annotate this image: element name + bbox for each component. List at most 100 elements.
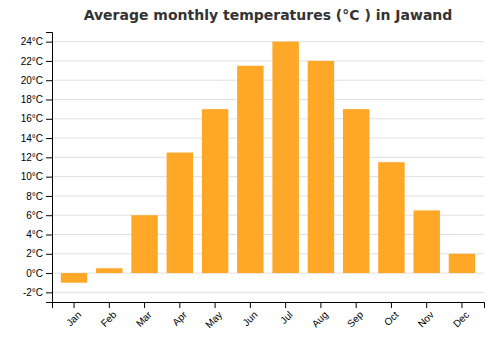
- y-tick-label: 24°C: [21, 36, 43, 47]
- bars: [61, 42, 475, 283]
- grid-line: [52, 99, 484, 100]
- y-tick: 24°C: [21, 36, 52, 47]
- x-axis: Jan Feb Mar Apr May Jun Jul Aug Sep Oct Nov Dec: [53, 302, 485, 330]
- y-tick-label: 2°C: [26, 248, 43, 259]
- x-tick-mark: [179, 302, 180, 308]
- x-tick-label: Apr: [170, 309, 189, 328]
- y-tick-label: 10°C: [21, 171, 43, 182]
- y-tick-mark: [46, 119, 52, 120]
- bar: [308, 61, 334, 273]
- y-tick: 20°C: [21, 75, 52, 86]
- y-tick: 0°C: [26, 268, 52, 279]
- y-tick-mark: [46, 80, 52, 81]
- y-tick-label: 22°C: [21, 56, 43, 67]
- x-tick-mark: [461, 302, 462, 308]
- y-tick: 16°C: [21, 113, 52, 124]
- y-tick-label: -2°C: [23, 287, 43, 298]
- x-tick-label: Jun: [240, 309, 259, 328]
- y-tick-mark: [46, 42, 52, 43]
- x-tick-label: Aug: [310, 309, 330, 329]
- x-tick: Aug: [310, 302, 330, 329]
- x-tick-label: May: [203, 309, 224, 330]
- grid-line: [52, 60, 484, 61]
- x-tick: Sep: [345, 302, 366, 329]
- y-tick-mark: [46, 235, 52, 236]
- x-tick-mark: [356, 302, 357, 308]
- x-tick-label: Feb: [99, 309, 119, 329]
- y-tick-label: 4°C: [26, 229, 43, 240]
- x-tick-mark: [320, 302, 321, 308]
- bar: [61, 273, 87, 283]
- y-tick: 4°C: [26, 229, 52, 240]
- y-tick-label: 16°C: [21, 113, 43, 124]
- x-tick-label: Jan: [64, 309, 83, 328]
- y-tick: 2°C: [26, 248, 52, 259]
- x-tick: May: [203, 302, 224, 330]
- grid-line: [52, 41, 484, 42]
- x-tick-mark: [74, 302, 75, 308]
- title: Average monthly temperatures (°C ) in Ja…: [84, 7, 453, 23]
- y-tick-mark: [46, 177, 52, 178]
- x-axis-line: [53, 303, 485, 309]
- x-tick-label: Nov: [416, 309, 436, 329]
- bar: [272, 42, 298, 273]
- grid-line: [52, 118, 484, 119]
- y-axis: -2°C 0°C 2°C 4°C 6°C 8°C 10°C 12°C 14°C 16°C 18°C 2…: [21, 33, 53, 303]
- x-tick-mark: [426, 302, 427, 308]
- x-tick: Apr: [170, 302, 189, 328]
- x-tick: Jun: [240, 302, 259, 328]
- y-tick-mark: [46, 61, 52, 62]
- y-tick-mark: [46, 138, 52, 139]
- y-tick: 12°C: [21, 152, 52, 163]
- y-tick-label: 18°C: [21, 94, 43, 105]
- y-tick-label: 20°C: [21, 75, 43, 86]
- x-tick: Nov: [416, 302, 436, 329]
- bar: [131, 215, 157, 273]
- y-tick: 6°C: [26, 210, 52, 221]
- bar: [96, 268, 122, 273]
- x-tick-mark: [285, 302, 286, 308]
- x-tick: Mar: [134, 302, 154, 329]
- x-tick-label: Dec: [451, 309, 471, 329]
- x-tick: Oct: [382, 302, 401, 328]
- bar: [237, 66, 263, 273]
- y-tick-mark: [46, 254, 52, 255]
- y-tick: 22°C: [21, 56, 52, 67]
- y-tick-label: 12°C: [21, 152, 43, 163]
- grid-line: [52, 157, 484, 158]
- grid-line: [52, 138, 484, 139]
- y-tick-label: 14°C: [21, 133, 43, 144]
- x-tick-mark: [144, 302, 145, 308]
- grid-line: [52, 292, 484, 293]
- grid-line: [52, 80, 484, 81]
- x-tick-mark: [391, 302, 392, 308]
- bar: [378, 162, 404, 273]
- y-tick-mark: [46, 100, 52, 101]
- bar: [413, 210, 439, 273]
- x-tick-mark: [109, 302, 110, 308]
- y-tick-label: 6°C: [26, 210, 43, 221]
- x-tick: Jan: [64, 302, 83, 328]
- plot: -2°C 0°C 2°C 4°C 6°C 8°C 10°C 12°C 14°C 16°C 18°C 2…: [21, 33, 485, 331]
- x-tick-label: Jul: [278, 309, 295, 326]
- x-tick-mark: [215, 302, 216, 308]
- y-tick: 18°C: [21, 94, 52, 105]
- x-tick-label: Mar: [134, 309, 154, 329]
- bar: [449, 254, 475, 273]
- y-tick: 8°C: [26, 191, 52, 202]
- x-tick-mark: [250, 302, 251, 308]
- y-tick-mark: [46, 196, 52, 197]
- y-tick-label: 0°C: [26, 268, 43, 279]
- grid-line: [52, 195, 484, 196]
- x-tick-label: Sep: [345, 309, 366, 330]
- chart: -2°C 0°C 2°C 4°C 6°C 8°C 10°C 12°C 14°C 16°C 18°C 2…: [0, 0, 500, 350]
- y-tick: 10°C: [21, 171, 52, 182]
- y-tick: -2°C: [23, 287, 52, 298]
- grid-line: [52, 176, 484, 177]
- y-tick-mark: [46, 273, 52, 274]
- bar: [167, 153, 193, 274]
- y-tick-mark: [46, 215, 52, 216]
- x-tick: Jul: [278, 302, 295, 326]
- grid: [52, 42, 484, 293]
- bar: [343, 109, 369, 273]
